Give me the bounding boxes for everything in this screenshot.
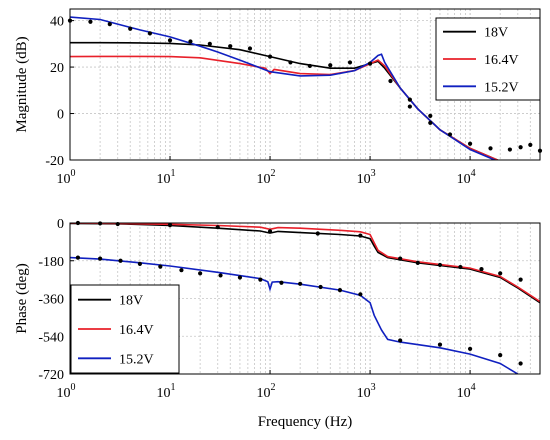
data-point-marker (267, 229, 273, 234)
data-point-marker (518, 145, 523, 150)
data-point-marker (307, 63, 312, 69)
x-tick-label: 102 (257, 382, 276, 401)
x-tick-label: 100 (57, 382, 76, 401)
data-point-marker (488, 146, 493, 151)
data-point-marker (179, 268, 184, 273)
y-axis-label: Phase (deg) (14, 263, 30, 333)
data-point-marker (147, 31, 153, 36)
y-axis-label: Magnitude (dB) (14, 36, 30, 132)
data-point-marker (298, 281, 303, 286)
data-point-marker (218, 273, 223, 278)
x-tick-label: 101 (157, 168, 176, 187)
y-tick-label: -180 (38, 255, 64, 270)
y-tick-label: 0 (57, 217, 64, 232)
data-point-marker (358, 233, 363, 238)
data-point-marker (288, 60, 293, 65)
data-point-marker (198, 271, 203, 276)
y-tick-label: -540 (38, 330, 64, 345)
x-tick-label: 102 (257, 168, 276, 187)
data-point-marker (318, 284, 323, 290)
data-point-marker (528, 142, 533, 147)
data-point-marker (479, 267, 484, 272)
legend-entry-label: 18V (119, 294, 143, 309)
data-point-marker (428, 113, 433, 118)
data-point-marker (398, 338, 403, 343)
data-point-marker (407, 97, 412, 102)
y-tick-label: 40 (50, 15, 64, 30)
data-point-marker (258, 277, 263, 282)
legend-entry-label: 16.4V (484, 53, 519, 68)
y-tick-label: -720 (38, 368, 64, 383)
y-tick-label: -20 (45, 154, 64, 169)
data-point-marker (88, 19, 93, 24)
y-tick-label: 20 (50, 61, 64, 76)
data-point-marker (247, 46, 253, 51)
data-point-marker (467, 346, 473, 351)
data-point-marker (388, 78, 393, 84)
data-point-marker (137, 261, 143, 266)
legend-entry-label: 16.4V (119, 323, 154, 338)
data-point-marker (75, 255, 81, 260)
y-tick-label: -360 (38, 293, 64, 308)
data-point-marker (107, 22, 112, 27)
data-point-marker (315, 231, 320, 236)
data-point-marker (279, 280, 284, 285)
data-point-marker (507, 147, 512, 152)
data-point-marker (188, 39, 193, 44)
x-axis-label: Frequency (Hz) (258, 414, 353, 430)
legend-entry-label: 18V (484, 26, 508, 41)
data-point-marker (237, 275, 243, 280)
data-point-marker (398, 256, 403, 261)
data-point-marker (337, 288, 343, 293)
data-point-marker (158, 264, 163, 269)
data-point-marker (228, 44, 233, 49)
data-point-marker (407, 104, 412, 109)
x-tick-label: 104 (457, 382, 476, 401)
data-point-marker (437, 262, 443, 268)
data-point-marker (437, 342, 443, 347)
data-point-marker (128, 26, 133, 31)
data-point-marker (167, 38, 173, 43)
data-point-marker (458, 264, 463, 270)
series-line-15-2v (70, 16, 497, 160)
data-point-marker (367, 61, 373, 66)
data-point-marker (215, 225, 220, 230)
data-point-marker (447, 132, 453, 137)
data-point-marker (518, 361, 523, 366)
data-point-marker (207, 41, 212, 46)
data-point-marker (467, 141, 473, 146)
x-tick-label: 103 (357, 382, 376, 401)
data-point-marker (498, 353, 503, 358)
data-point-marker (267, 54, 273, 59)
data-point-marker (167, 222, 173, 228)
x-tick-label: 103 (357, 168, 376, 187)
x-tick-label: 101 (157, 382, 176, 401)
data-point-marker (518, 277, 523, 282)
data-point-marker (328, 63, 333, 68)
data-point-marker (498, 271, 503, 276)
data-point-marker (358, 292, 363, 297)
data-point-marker (118, 258, 123, 263)
data-point-marker (415, 260, 420, 265)
data-point-marker (347, 60, 353, 65)
data-point-marker (428, 120, 433, 125)
legend-entry-label: 15.2V (484, 80, 519, 95)
x-tick-label: 100 (57, 168, 76, 187)
y-tick-label: 0 (57, 108, 64, 123)
data-point-marker (98, 256, 103, 261)
x-tick-label: 104 (457, 168, 476, 187)
legend-entry-label: 15.2V (119, 352, 154, 367)
